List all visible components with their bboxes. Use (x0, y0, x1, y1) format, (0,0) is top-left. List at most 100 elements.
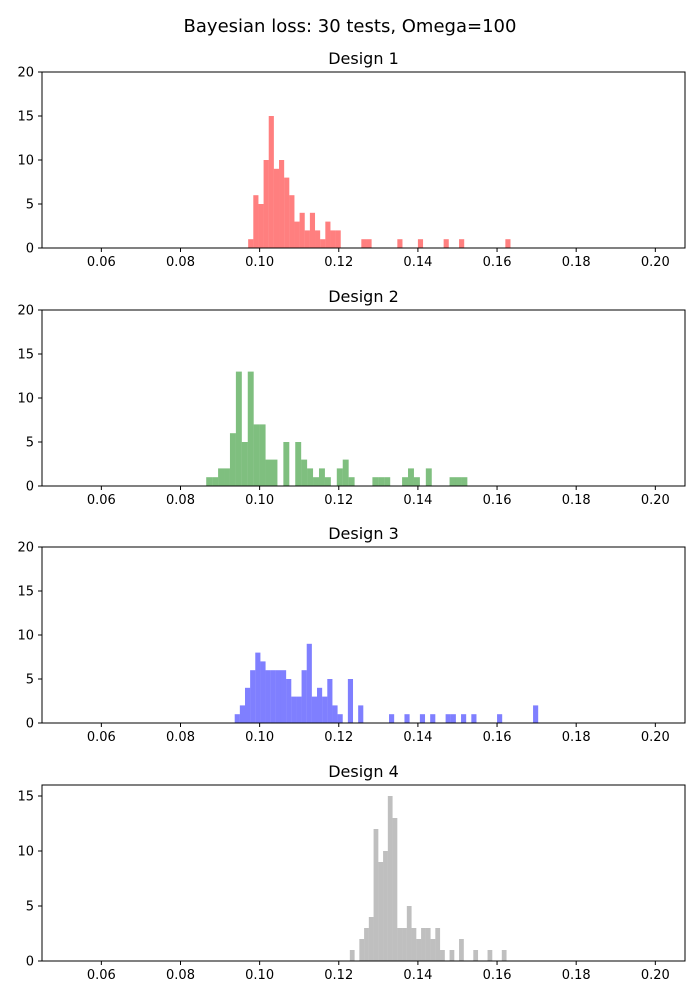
histogram-bar (315, 230, 321, 248)
histogram-bar (413, 477, 420, 486)
histogram-bar (366, 239, 372, 248)
x-tick-label: 0.12 (324, 730, 353, 745)
x-tick-label: 0.16 (483, 255, 512, 270)
histogram-bar (260, 661, 266, 723)
x-tick-label: 0.14 (403, 255, 432, 270)
histogram-bar (342, 459, 349, 486)
histogram-bar (378, 477, 385, 486)
histogram-bar (459, 939, 464, 961)
histogram-bar (320, 239, 326, 248)
histogram-bar (330, 230, 336, 248)
histogram-bar (406, 906, 412, 961)
histogram-bar (332, 705, 338, 723)
panel-title: Design 1 (328, 49, 399, 68)
panel-title: Design 4 (328, 762, 399, 781)
y-tick-label: 0 (26, 480, 34, 495)
x-tick-label: 0.16 (483, 493, 512, 508)
x-tick-label: 0.06 (87, 730, 116, 745)
histogram-bar (373, 829, 379, 961)
x-tick-label: 0.06 (87, 968, 116, 983)
y-tick-label: 10 (17, 845, 34, 860)
histogram-bar (258, 204, 264, 248)
y-tick-label: 20 (17, 304, 34, 319)
histogram-bar (347, 679, 354, 723)
histogram-bar (253, 195, 259, 248)
histogram-panel-1: Design 1 0.06 0.08 0.10 0.12 0.14 0.16 0.18 0.20… (17, 49, 686, 270)
histogram-bar (459, 239, 465, 248)
histogram-bar (250, 670, 256, 723)
y-tick-label: 0 (26, 955, 34, 970)
x-tick-label: 0.12 (324, 968, 353, 983)
histogram-bar (255, 652, 261, 723)
axes-frame (41, 71, 686, 249)
histogram-bar (301, 670, 307, 723)
histogram-bar (335, 230, 341, 248)
histogram-bar (505, 239, 511, 248)
histogram-bar (358, 705, 364, 723)
histogram-bar (337, 714, 343, 723)
histogram-bar (359, 939, 365, 961)
histogram-bar (430, 939, 436, 961)
x-tick-label: 0.06 (87, 255, 116, 270)
histogram-bar (435, 928, 441, 961)
histogram-bar (384, 477, 391, 486)
histogram-bar (416, 939, 422, 961)
histogram-bar (361, 239, 367, 248)
histogram-bars (234, 643, 539, 723)
histogram-bar (349, 950, 355, 961)
histogram-bar (497, 714, 503, 723)
histogram-bar (273, 168, 280, 248)
panel-title: Design 3 (328, 524, 399, 543)
histogram-bar (402, 477, 409, 486)
histogram-bar (443, 239, 449, 248)
x-tick-label: 0.16 (483, 968, 512, 983)
histogram-bar (283, 442, 290, 486)
axes-frame (41, 309, 686, 487)
histogram-bar (473, 950, 479, 961)
histogram-bar (419, 714, 426, 723)
histogram-bar (533, 705, 539, 723)
histogram-bar (487, 950, 493, 961)
histogram-bar (383, 851, 388, 961)
x-tick-label: 0.20 (641, 493, 670, 508)
histogram-bar (471, 714, 477, 723)
y-tick-label: 15 (17, 790, 34, 805)
histogram-bar (265, 670, 271, 723)
histogram-bar (235, 371, 242, 486)
x-tick-label: 0.12 (324, 255, 353, 270)
x-tick-label: 0.18 (562, 968, 591, 983)
histogram-bar (421, 928, 426, 961)
histogram-bar (294, 221, 300, 248)
histogram-bar (275, 670, 281, 723)
histogram-bar (265, 459, 272, 486)
histogram-bar (389, 714, 395, 723)
histogram-bar (296, 696, 302, 723)
y-tick-label: 15 (17, 348, 34, 363)
histogram-bar (304, 230, 310, 248)
histogram-bar (289, 195, 295, 248)
y-tick-label: 20 (17, 541, 34, 556)
histogram-panel-2: Design 2 0.06 0.08 0.10 0.12 0.14 0.16 0.18 0.20… (17, 287, 686, 508)
histogram-bar (397, 928, 403, 961)
x-tick-label: 0.08 (166, 968, 195, 983)
histogram-bar (212, 477, 219, 486)
y-tick-label: 5 (26, 900, 34, 915)
histogram-bar (364, 928, 369, 961)
histogram-bar (372, 477, 379, 486)
histogram-bar (455, 477, 462, 486)
histogram-bar (253, 424, 260, 486)
histogram-bar (317, 687, 323, 723)
histogram-bars (206, 371, 468, 486)
histogram-bar (218, 468, 225, 486)
y-tick-label: 15 (17, 585, 34, 600)
histogram-bar (206, 477, 213, 486)
x-tick-label: 0.10 (245, 255, 274, 270)
histogram-bar (239, 705, 245, 723)
histogram-bar (322, 696, 328, 723)
histogram-bar (336, 468, 343, 486)
histogram-bar (368, 917, 374, 961)
histogram-bar (440, 950, 445, 961)
histogram-bar (280, 670, 287, 723)
histogram-bar (404, 714, 410, 723)
